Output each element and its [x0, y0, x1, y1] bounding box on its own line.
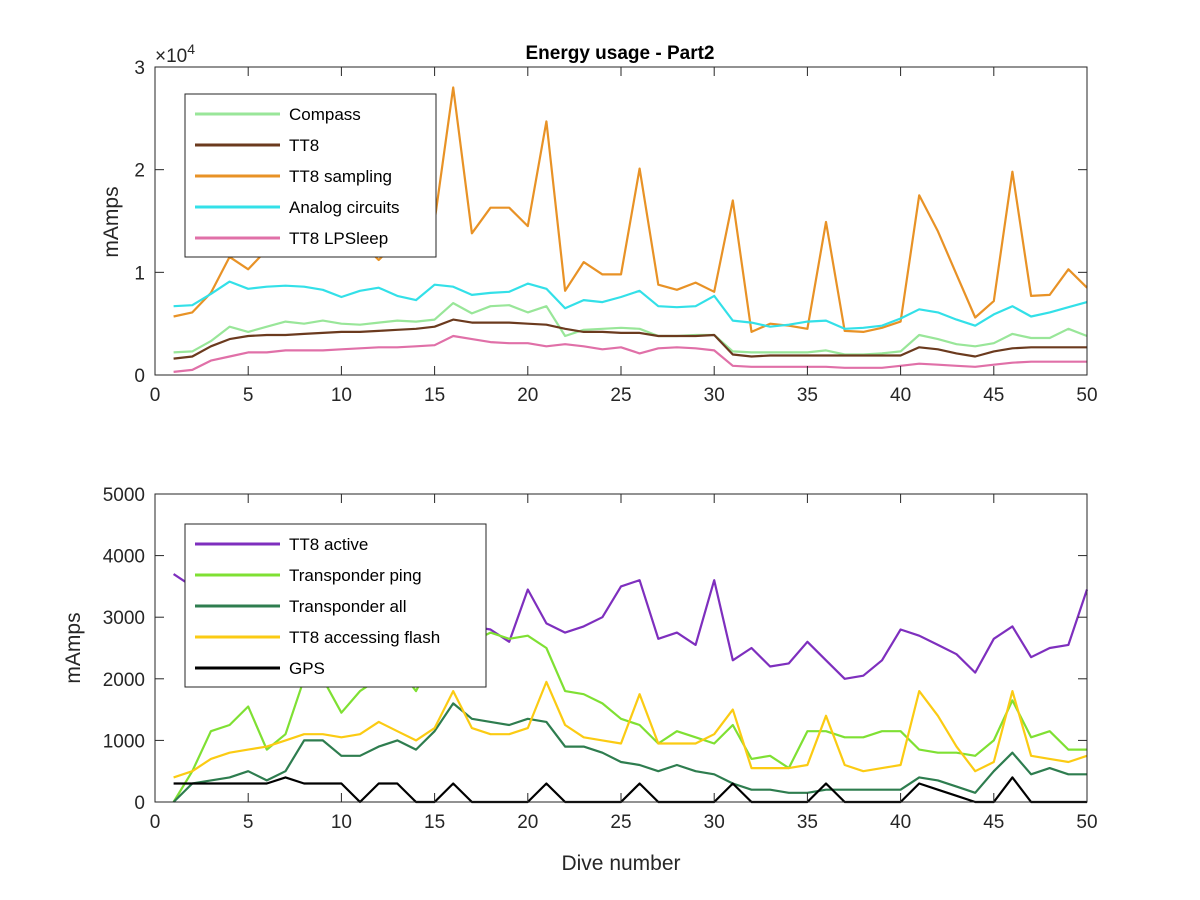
bottom-x-tick-label: 20 — [517, 812, 538, 833]
top-ticks-layer: 0 5 10 15 20 25 30 35 40 45 50 0 1 2 3 — [134, 58, 1097, 406]
top-legend-label-4: TT8 LPSleep — [289, 229, 388, 248]
bottom-legend: TT8 active Transponder ping Transponder al… — [184, 523, 487, 688]
bottom-y-tick-label: 4000 — [103, 547, 145, 568]
bottom-x-tick-label: 25 — [610, 812, 631, 833]
top-y-tick-label: 3 — [134, 58, 145, 79]
top-series-line-3 — [173, 280, 1088, 330]
top-x-tick-label: 25 — [610, 385, 631, 406]
top-y-tick-label: 2 — [134, 161, 145, 182]
top-x-tick-label: 35 — [797, 385, 818, 406]
top-legend-label-3: Analog circuits — [289, 198, 400, 217]
top-y-exponent-base: ×10 — [155, 46, 187, 67]
top-x-tick-label: 0 — [150, 385, 161, 406]
bottom-y-tick-label: 2000 — [103, 670, 145, 691]
bottom-x-tick-label: 40 — [890, 812, 911, 833]
bottom-legend-label-4: GPS — [289, 659, 325, 678]
bottom-legend-label-1: Transponder ping — [289, 566, 422, 585]
bottom-series-line-3 — [173, 680, 1088, 779]
top-axes: Energy usage - Part2 ×104 mAmps 0 5 10 15 20… — [100, 41, 1098, 406]
top-legend-label-1: TT8 — [289, 136, 319, 155]
bottom-x-tick-label: 0 — [150, 812, 161, 833]
bottom-y-tick-label: 3000 — [103, 608, 145, 629]
top-x-tick-label: 15 — [424, 385, 445, 406]
top-x-tick-label: 5 — [243, 385, 254, 406]
bottom-x-axis-label: Dive number — [561, 852, 680, 875]
top-y-exponent: ×104 — [155, 41, 195, 67]
top-series-layer — [173, 86, 1088, 373]
top-chart-title: Energy usage - Part2 — [525, 43, 714, 64]
bottom-x-tick-label: 15 — [424, 812, 445, 833]
top-y-tick-label: 0 — [134, 366, 145, 387]
top-series-line-0 — [173, 302, 1088, 356]
top-x-tick-label: 10 — [331, 385, 352, 406]
top-legend-label-2: TT8 sampling — [289, 167, 392, 186]
bottom-legend-label-3: TT8 accessing flash — [289, 628, 440, 647]
top-y-axis-label: mAmps — [100, 186, 123, 257]
bottom-series-layer — [172, 573, 1089, 804]
top-legend-label-0: Compass — [289, 105, 361, 124]
bottom-x-tick-label: 10 — [331, 812, 352, 833]
top-y-tick-label: 1 — [134, 263, 145, 284]
bottom-y-tick-label: 5000 — [103, 485, 145, 506]
bottom-legend-label-0: TT8 active — [289, 535, 368, 554]
top-legend: Compass TT8 TT8 sampling Analog circuits TT8… — [184, 93, 437, 258]
top-x-tick-label: 30 — [704, 385, 725, 406]
bottom-y-tick-label: 1000 — [103, 731, 145, 752]
top-x-tick-label: 20 — [517, 385, 538, 406]
top-x-tick-label: 40 — [890, 385, 911, 406]
bottom-x-tick-label: 50 — [1076, 812, 1097, 833]
bottom-y-axis-label: mAmps — [62, 612, 85, 683]
top-series-line-4 — [173, 334, 1087, 373]
bottom-x-tick-label: 30 — [704, 812, 725, 833]
top-y-exponent-power: 4 — [187, 41, 195, 57]
bottom-x-tick-label: 35 — [797, 812, 818, 833]
bottom-y-tick-label: 0 — [134, 793, 145, 814]
top-series-line-1 — [173, 318, 1087, 360]
bottom-x-tick-label: 5 — [243, 812, 254, 833]
top-x-tick-label: 50 — [1076, 385, 1097, 406]
bottom-axes: mAmps Dive number 0 5 10 15 20 25 30 35 40 45 50 0 1… — [62, 485, 1098, 875]
top-x-tick-label: 45 — [983, 385, 1004, 406]
bottom-ticks-layer: 0 5 10 15 20 25 30 35 40 45 50 0 1000 2000 3000 4000 500… — [103, 485, 1098, 833]
bottom-series-line-2 — [172, 702, 1087, 803]
bottom-x-tick-label: 45 — [983, 812, 1004, 833]
bottom-legend-label-2: Transponder all — [289, 597, 407, 616]
bottom-series-line-4 — [173, 776, 1087, 804]
